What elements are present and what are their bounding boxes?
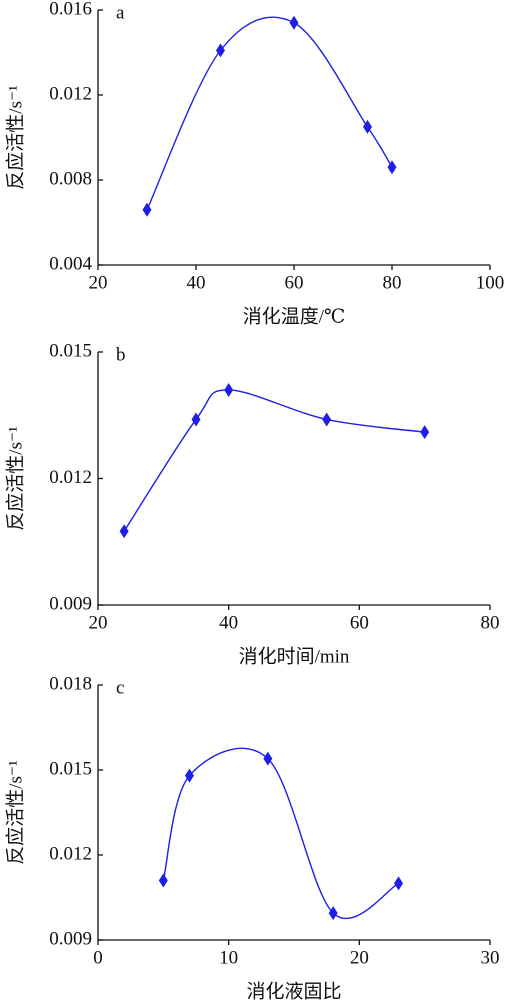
y-tick-label: 0.004: [49, 253, 92, 274]
x-tick-label: 20: [89, 612, 108, 633]
marker: [387, 160, 397, 175]
x-tick-label: 80: [383, 272, 402, 293]
x-tick-label: 80: [481, 612, 500, 633]
y-tick-label: 0.016: [49, 0, 92, 19]
y-tick-label: 0.012: [49, 83, 92, 104]
marker: [191, 412, 201, 427]
y-tick-label: 0.018: [49, 673, 92, 694]
y-tick-label: 0.009: [49, 593, 92, 614]
series-line: [162, 747, 399, 920]
marker: [216, 43, 225, 58]
x-axis-label: 消化液固比: [246, 980, 341, 1000]
marker: [224, 382, 234, 397]
marker: [328, 906, 338, 921]
marker: [420, 425, 430, 440]
panel-label: a: [116, 2, 125, 23]
series-line: [123, 389, 425, 532]
y-axis-label: 反应活性/s⁻¹: [4, 760, 26, 865]
x-tick-label: 0: [93, 947, 103, 968]
marker: [184, 768, 194, 783]
y-tick-label: 0.015: [49, 340, 92, 361]
x-tick-label: 60: [350, 612, 369, 633]
x-axis-label: 消化温度/℃: [243, 305, 346, 327]
x-tick-label: 20: [89, 272, 108, 293]
x-tick-label: 40: [187, 272, 206, 293]
marker: [119, 524, 129, 539]
marker: [158, 873, 168, 888]
y-tick-label: 0.015: [49, 758, 92, 779]
y-tick-label: 0.009: [49, 928, 92, 949]
y-tick-label: 0.008: [49, 168, 92, 189]
x-tick-label: 100: [476, 272, 505, 293]
marker: [394, 876, 404, 891]
x-axis-label: 消化时间/min: [239, 645, 350, 667]
x-tick-label: 10: [219, 947, 238, 968]
y-axis-label: 反应活性/s⁻¹: [4, 85, 26, 190]
y-axis-label: 反应活性/s⁻¹: [4, 426, 26, 531]
panel-label: c: [116, 677, 124, 698]
x-tick-label: 60: [285, 272, 304, 293]
x-tick-label: 20: [350, 947, 369, 968]
marker: [263, 751, 273, 766]
marker: [363, 119, 372, 134]
series-line: [146, 16, 393, 211]
marker: [322, 412, 332, 427]
marker: [289, 15, 299, 30]
panel-label: b: [116, 344, 126, 365]
marker: [142, 202, 152, 217]
y-tick-label: 0.012: [49, 843, 92, 864]
x-tick-label: 30: [481, 947, 500, 968]
x-tick-label: 40: [219, 612, 238, 633]
y-tick-label: 0.012: [49, 467, 92, 488]
